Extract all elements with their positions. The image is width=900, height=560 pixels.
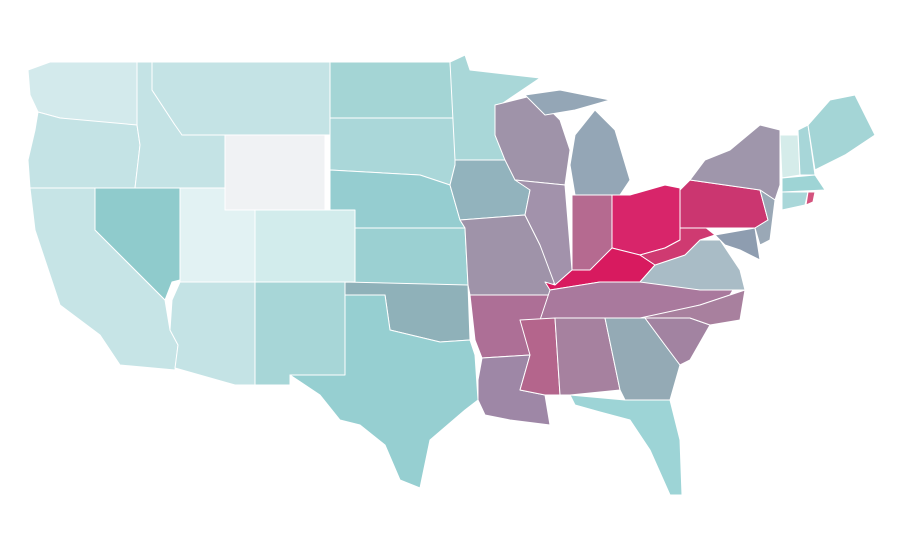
- state-region: [569, 394, 683, 496]
- state-region: [714, 227, 761, 261]
- state-region: [805, 191, 816, 206]
- state-region: [611, 184, 681, 256]
- state-region: [169, 281, 256, 386]
- state-region: [781, 174, 826, 193]
- state-region: [569, 109, 631, 196]
- state-region: [151, 61, 331, 136]
- state-region: [354, 227, 469, 286]
- state-region: [781, 191, 809, 211]
- state-region: [807, 94, 876, 171]
- state-region: [639, 289, 746, 326]
- state-region: [254, 209, 356, 283]
- state-region: [779, 134, 801, 179]
- state-region: [254, 281, 346, 386]
- state-region: [224, 134, 326, 211]
- state-region: [329, 61, 456, 119]
- state-region: [27, 111, 141, 189]
- state-region: [754, 189, 776, 246]
- state-region: [554, 317, 621, 396]
- state-region: [524, 89, 611, 116]
- state-region: [289, 294, 479, 489]
- state-region: [514, 179, 573, 286]
